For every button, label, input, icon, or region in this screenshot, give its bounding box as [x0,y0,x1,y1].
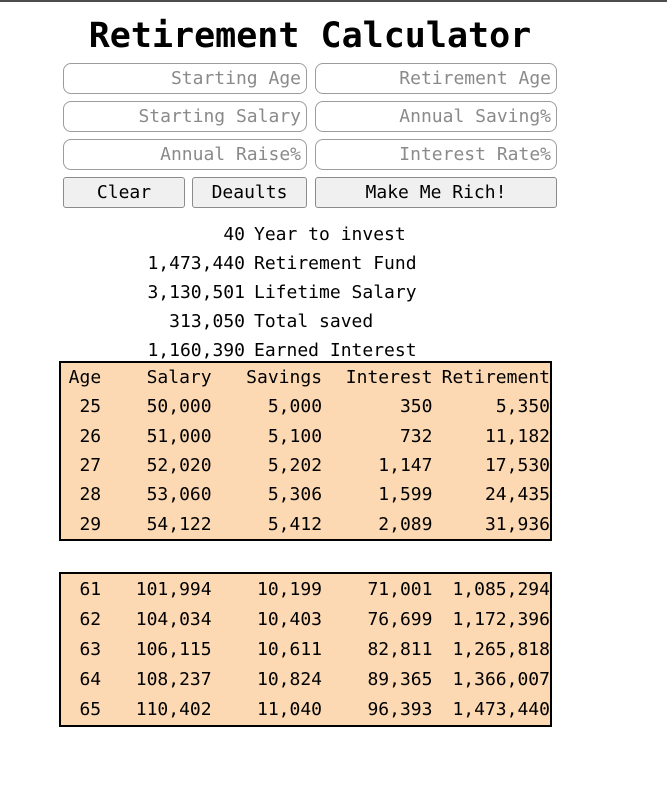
summary-line-retirement-fund: 1,473,440 Retirement Fund [63,249,557,278]
column-header-interest: Interest [345,367,433,388]
table-cell: 732 [399,425,433,447]
starting-salary-input[interactable] [63,101,307,132]
summary-label: Total saved [254,311,374,332]
table-row: 27 52,020 5,202 1,147 17,530 [60,451,551,480]
table-cell: 11,040 [257,699,323,721]
table-cell: 1,599 [378,484,433,506]
table-cell: 10,611 [257,638,323,660]
annual-saving-input[interactable] [315,101,557,132]
table-cell: 50,000 [146,396,212,418]
clear-button[interactable]: Clear [63,177,185,208]
table-cell: 5,100 [267,425,323,447]
table-cell: 89,365 [367,669,433,691]
summary-value: 40 [223,224,245,245]
table-row: 25 50,000 5,000 350 5,350 [60,392,551,421]
summary-line-years: 40 Year to invest [63,220,557,249]
table-cell: 1,147 [378,454,433,476]
table-cell: 5,202 [267,454,323,476]
summary-value: 3,130,501 [147,282,245,303]
summary-label: Lifetime Salary [254,282,417,303]
table-cell: 27 [79,454,102,476]
table-cell: 1,473,440 [452,699,550,721]
table-cell: 101,994 [135,578,212,600]
table-cell: 25 [79,396,102,418]
table-cell: 1,366,007 [452,669,550,691]
table-cell: 82,811 [367,638,433,660]
table-cell: 17,530 [484,454,550,476]
summary-label: Retirement Fund [254,253,417,274]
table-cell: 24,435 [484,484,550,506]
page-title: Retirement Calculator [88,16,532,56]
summary-line-total-saved: 313,050 Total saved [63,307,557,336]
table-header-row: Age Salary Savings Interest Retirement [60,362,551,392]
table-cell: 1,172,396 [452,608,550,630]
table-cell: 96,393 [367,699,433,721]
retirement-age-input[interactable] [315,63,557,94]
table-cell: 5,412 [267,513,323,535]
column-header-salary: Salary [146,367,212,388]
table-cell: 65 [79,699,102,721]
table-cell: 53,060 [146,484,212,506]
summary-line-earned-interest: 1,160,390 Earned Interest [63,336,557,365]
table-cell: 29 [79,513,102,535]
table-cell: 5,350 [495,396,550,418]
table-cell: 76,699 [367,608,433,630]
defaults-button[interactable]: Deaults [192,177,307,208]
make-me-rich-button[interactable]: Make Me Rich! [315,177,557,208]
table-cell: 52,020 [146,454,212,476]
table-cell: 28 [79,484,102,506]
table-cell: 108,237 [135,669,212,691]
results-summary: 40 Year to invest 1,473,440 Retirement F… [63,220,557,365]
table-cell: 5,000 [267,396,323,418]
table-cell: 10,199 [257,578,323,600]
summary-value: 1,160,390 [147,340,245,361]
table-row: 65 110,402 11,040 96,393 1,473,440 [60,695,551,726]
table-cell: 26 [79,425,102,447]
table-row: 64 108,237 10,824 89,365 1,366,007 [60,665,551,695]
table-row: 28 53,060 5,306 1,599 24,435 [60,480,551,509]
column-header-savings: Savings [246,367,323,388]
table-cell: 1,085,294 [452,578,550,600]
results-table-early-years: Age Salary Savings Interest Retirement 2… [59,361,552,541]
table-row: 26 51,000 5,100 732 11,182 [60,421,551,450]
table-cell: 71,001 [367,578,433,600]
table-cell: 64 [79,669,102,691]
table-cell: 63 [79,638,102,660]
column-header-age: Age [68,367,102,388]
table-row: 63 106,115 10,611 82,811 1,265,818 [60,634,551,664]
table-cell: 110,402 [135,699,212,721]
table-cell: 62 [79,608,102,630]
table-cell: 5,306 [267,484,323,506]
window-top-border [0,0,667,2]
table-cell: 10,403 [257,608,323,630]
starting-age-input[interactable] [63,63,307,94]
summary-value: 1,473,440 [147,253,245,274]
summary-line-lifetime-salary: 3,130,501 Lifetime Salary [63,278,557,307]
table-cell: 61 [79,578,102,600]
table-row: 61 101,994 10,199 71,001 1,085,294 [60,573,551,604]
table-cell: 1,265,818 [452,638,550,660]
results-table-late-years: 61 101,994 10,199 71,001 1,085,294 62 104,034 1… [59,572,552,727]
table-cell: 106,115 [135,638,212,660]
summary-value: 313,050 [169,311,245,332]
table-row: 62 104,034 10,403 76,699 1,172,396 [60,604,551,634]
table-cell: 11,182 [484,425,550,447]
table-cell: 31,936 [484,513,550,535]
table-cell: 51,000 [146,425,212,447]
summary-label: Year to invest [254,224,406,245]
table-cell: 104,034 [135,608,212,630]
interest-rate-input[interactable] [315,139,557,170]
table-cell: 54,122 [146,513,212,535]
summary-label: Earned Interest [254,340,417,361]
table-cell: 350 [399,396,433,418]
table-cell: 2,089 [378,513,433,535]
table-row: 29 54,122 5,412 2,089 31,936 [60,510,551,540]
annual-raise-input[interactable] [63,139,307,170]
column-header-retirement: Retirement [441,367,550,388]
table-cell: 10,824 [257,669,323,691]
